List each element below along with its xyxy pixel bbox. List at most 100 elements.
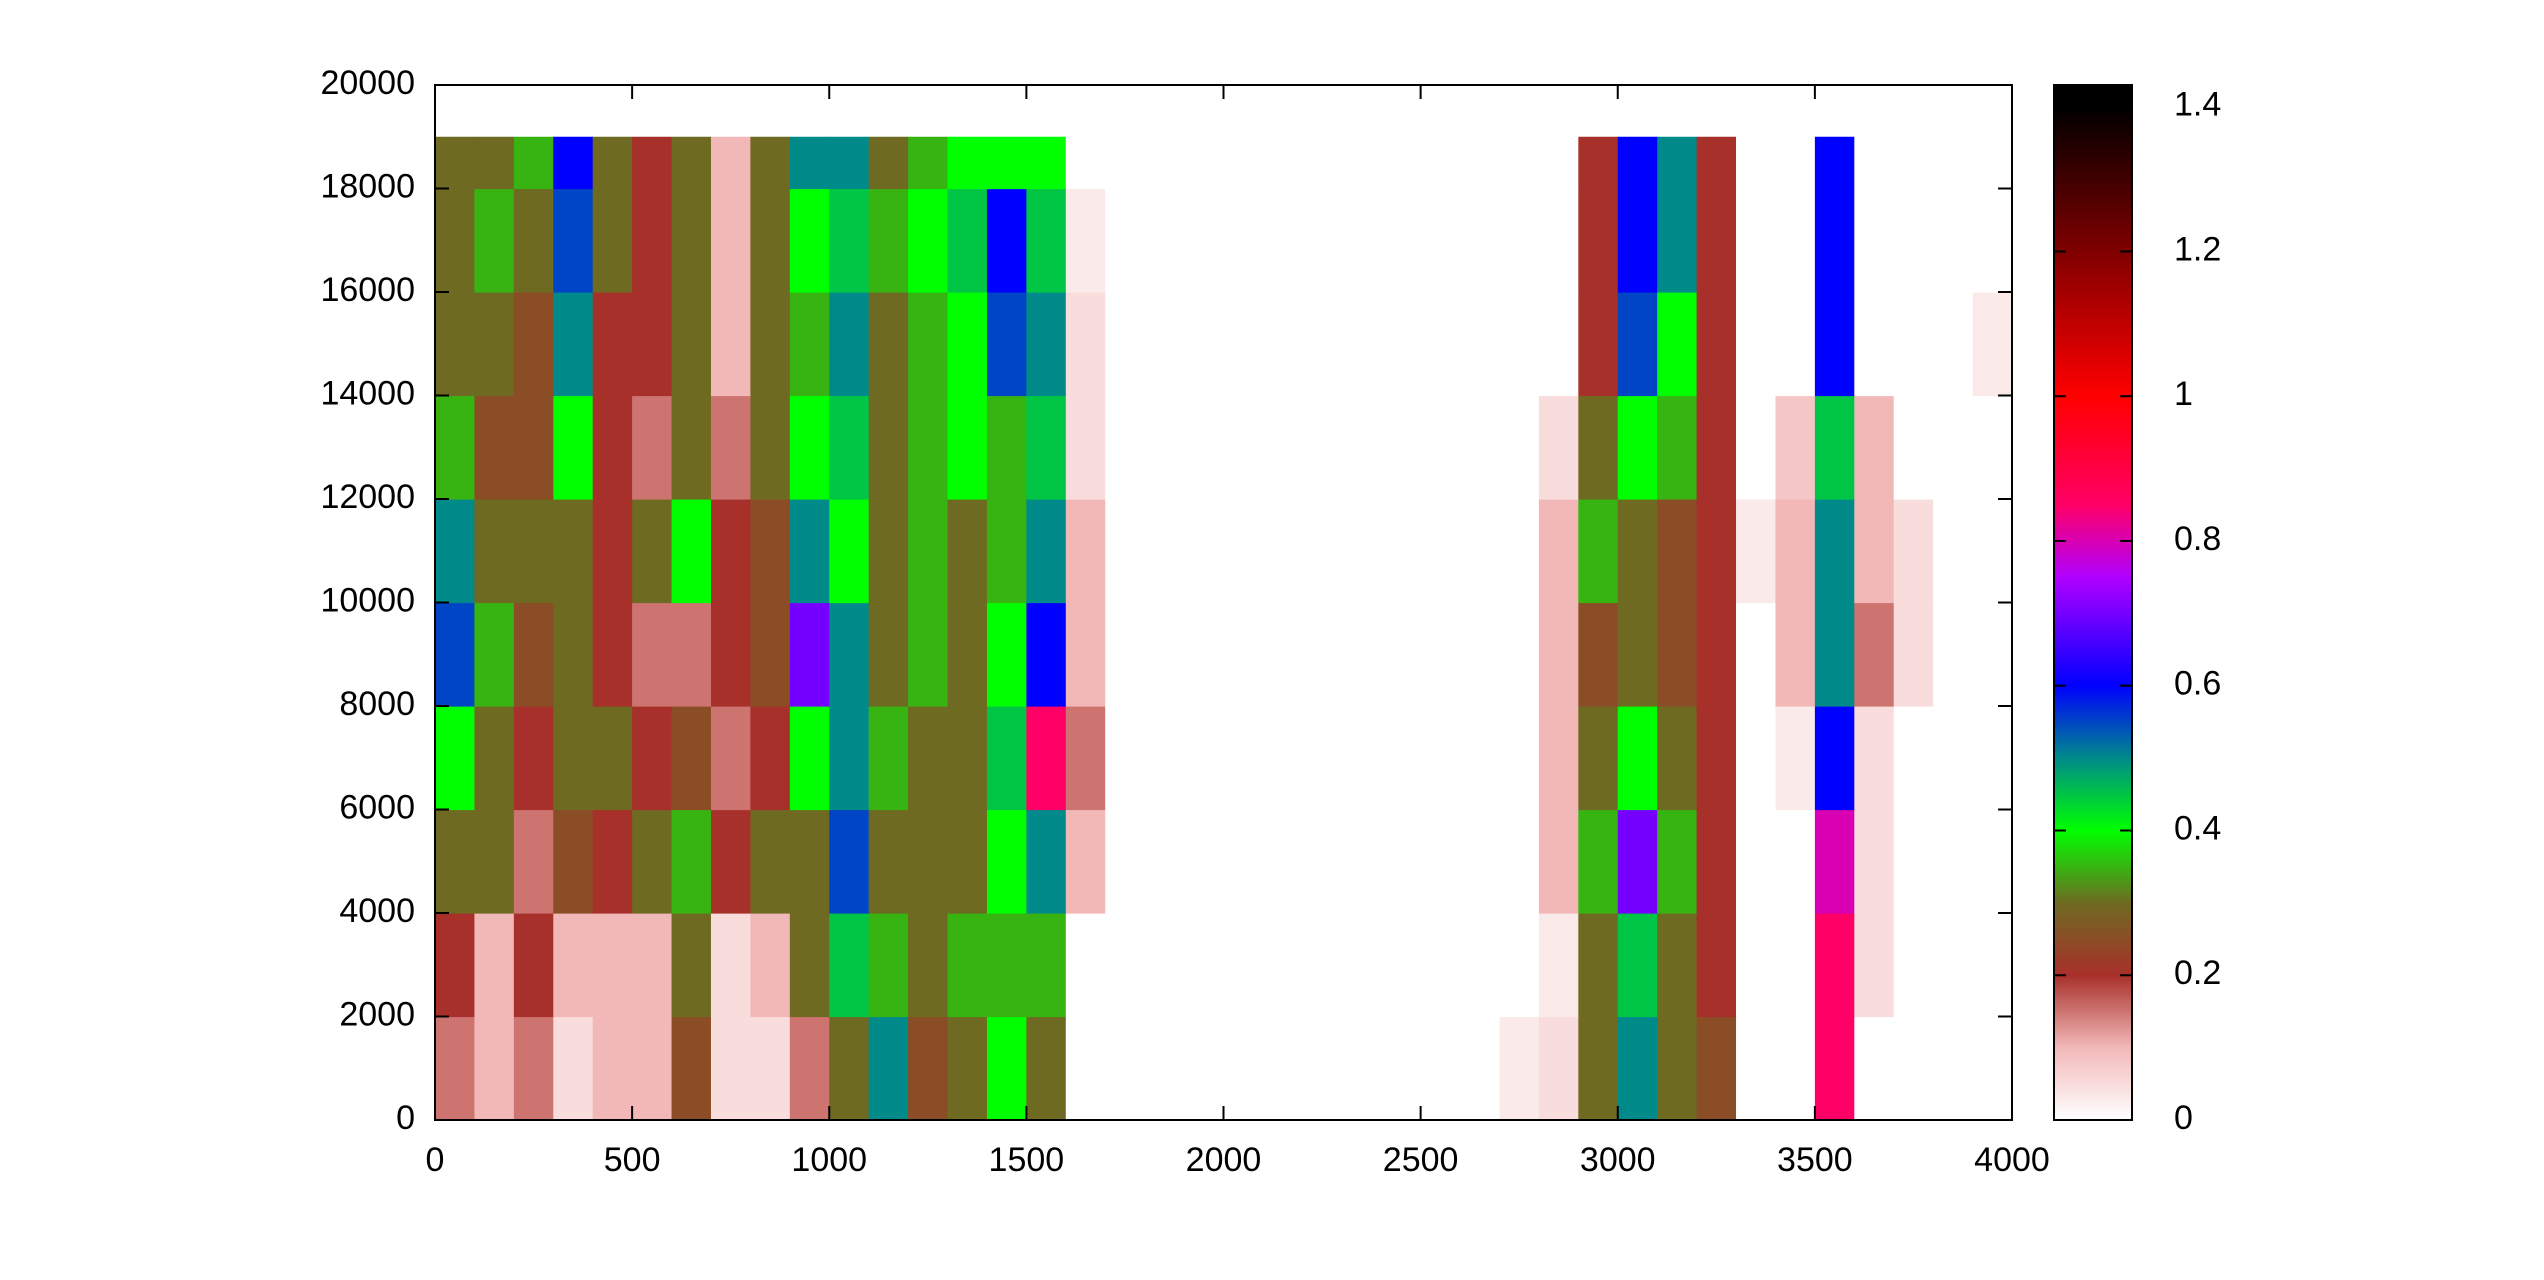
heat-cell: [1854, 499, 1895, 604]
x-tick-label: 1000: [791, 1141, 867, 1179]
heat-cell: [1460, 136, 1501, 190]
heat-cell: [1184, 706, 1225, 811]
heat-cell: [1184, 188, 1225, 293]
heat-cell: [750, 188, 791, 293]
heat-cell: [1933, 499, 1974, 604]
heat-cell: [671, 292, 712, 397]
heat-cell: [435, 188, 476, 293]
heat-cell: [710, 809, 751, 914]
heat-cell: [513, 602, 554, 707]
heat-cell: [632, 602, 673, 707]
heat-cell: [1065, 913, 1106, 1018]
heat-cell: [1144, 809, 1185, 914]
heat-cell: [947, 395, 988, 500]
heat-cell: [868, 292, 909, 397]
heat-cell: [1736, 499, 1777, 604]
heat-cell: [513, 913, 554, 1018]
heat-cell: [1302, 136, 1343, 190]
heat-cell: [1420, 188, 1461, 293]
heat-cell: [1262, 913, 1303, 1018]
heat-cell: [986, 809, 1027, 914]
colorbar: [2053, 84, 2133, 1121]
heat-cell: [1854, 292, 1895, 397]
heat-cell: [1105, 913, 1146, 1018]
heat-cell: [1814, 602, 1855, 707]
heat-cell: [1302, 292, 1343, 397]
heat-cell: [1854, 395, 1895, 500]
heat-cell: [435, 395, 476, 500]
heat-cell: [474, 809, 515, 914]
heat-cell: [1578, 809, 1619, 914]
y-tick-label: 6000: [339, 788, 415, 826]
x-tick-label: 0: [426, 1141, 445, 1179]
heat-cell: [1696, 188, 1737, 293]
heat-cell: [1499, 809, 1540, 914]
heat-cell: [1262, 136, 1303, 190]
heat-cell: [1696, 913, 1737, 1018]
heat-cell: [513, 809, 554, 914]
heat-cell: [1499, 395, 1540, 500]
heat-cell: [1657, 395, 1698, 500]
heat-cell: [1893, 913, 1934, 1018]
heat-cell: [1184, 292, 1225, 397]
heat-cell: [1184, 1016, 1225, 1121]
heat-cell: [986, 292, 1027, 397]
heat-cell: [829, 1016, 870, 1121]
heat-cell: [1775, 1016, 1816, 1121]
heat-cell: [908, 913, 949, 1018]
heat-cell: [1460, 188, 1501, 293]
heat-cell: [1893, 706, 1934, 811]
heat-cell: [947, 602, 988, 707]
heat-cell: [1814, 809, 1855, 914]
heat-cell: [1775, 188, 1816, 293]
heat-cell: [632, 913, 673, 1018]
heat-cell: [1381, 188, 1422, 293]
heat-cell: [1814, 136, 1855, 190]
heat-cell: [1460, 1016, 1501, 1121]
heat-cell: [1262, 292, 1303, 397]
heat-cell: [1893, 395, 1934, 500]
heat-cell: [986, 706, 1027, 811]
x-tick-label: 2000: [1186, 1141, 1262, 1179]
heat-cell: [868, 809, 909, 914]
heat-cell: [592, 188, 633, 293]
heat-cell: [1657, 1016, 1698, 1121]
heat-cell: [986, 913, 1027, 1018]
heat-cell: [947, 499, 988, 604]
heat-cell: [789, 499, 830, 604]
heat-cell: [1854, 706, 1895, 811]
heat-cell: [908, 1016, 949, 1121]
heat-cell: [513, 136, 554, 190]
heat-cell: [1302, 809, 1343, 914]
heat-cell: [1420, 809, 1461, 914]
heat-cell: [1381, 395, 1422, 500]
x-tick-label: 1500: [989, 1141, 1065, 1179]
heat-cell: [1223, 499, 1264, 604]
heat-cell: [1341, 395, 1382, 500]
heat-cell: [1538, 188, 1579, 293]
heat-cell: [1657, 809, 1698, 914]
heat-cell: [474, 188, 515, 293]
heat-cell: [710, 602, 751, 707]
heat-cell: [1696, 395, 1737, 500]
heat-cell: [1105, 395, 1146, 500]
heat-cell: [1696, 706, 1737, 811]
heat-cell: [1026, 602, 1067, 707]
heat-cell: [908, 292, 949, 397]
heat-cell: [868, 602, 909, 707]
heat-cell: [868, 188, 909, 293]
heat-cell: [750, 706, 791, 811]
heat-cell: [1736, 292, 1777, 397]
heat-cell: [435, 136, 476, 190]
heat-cell: [1302, 499, 1343, 604]
heat-cell: [1302, 1016, 1343, 1121]
heat-cell: [1065, 499, 1106, 604]
heat-cell: [513, 395, 554, 500]
heat-cell: [592, 292, 633, 397]
x-tick-label: 3500: [1777, 1141, 1853, 1179]
heat-cell: [1617, 395, 1658, 500]
heat-cell: [1499, 499, 1540, 604]
heat-cell: [1381, 809, 1422, 914]
heat-cell: [592, 913, 633, 1018]
